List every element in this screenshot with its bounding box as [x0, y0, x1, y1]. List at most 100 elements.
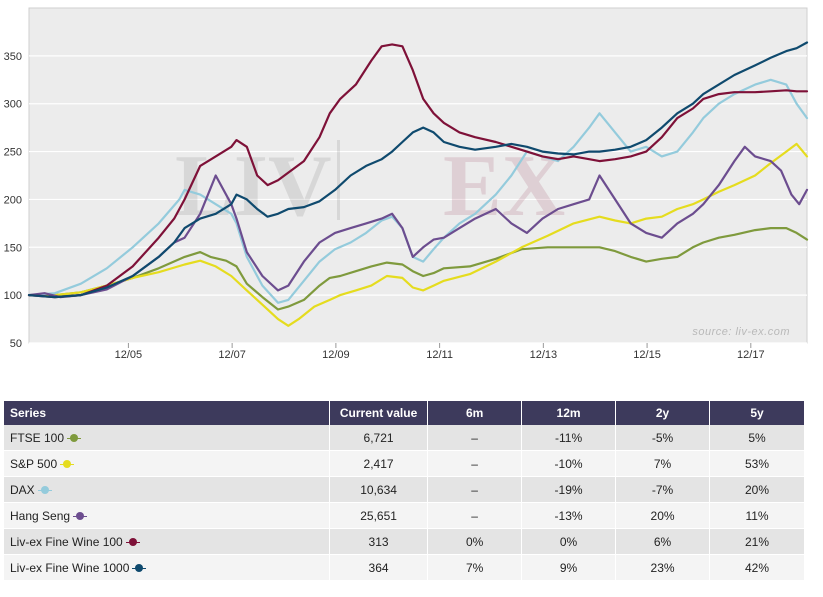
series-line-1 — [27, 142, 809, 327]
table-row: Liv-ex Fine Wine 1000 364 7% 9% 23% 42% — [4, 554, 805, 581]
cell-current: 25,651 — [329, 502, 429, 529]
cell-m6: – — [427, 425, 523, 451]
series-name: S&P 500 — [10, 456, 58, 471]
cell-current: 313 — [329, 528, 429, 555]
cell-m12: 0% — [521, 528, 617, 555]
cell-m6: – — [427, 476, 523, 503]
performance-table-container: Series Current value 6m 12m 2y 5y FTSE 1… — [4, 401, 805, 581]
legend-swatch-icon — [132, 563, 147, 573]
cell-value: 21% — [744, 534, 770, 549]
cell-value: 10,634 — [360, 482, 397, 497]
liv-ex-logo: LIV EX — [175, 138, 565, 235]
cell-m6: 7% — [427, 554, 523, 581]
cell-series: Liv-ex Fine Wine 1000 — [4, 554, 330, 581]
cell-m6: 0% — [427, 528, 523, 555]
cell-value: 6% — [653, 534, 672, 549]
performance-table: Series Current value 6m 12m 2y 5y FTSE 1… — [4, 401, 805, 581]
cell-value: 11% — [745, 508, 769, 523]
header-6m: 6m — [427, 401, 523, 425]
x-tick-label: 12/17 — [737, 349, 765, 361]
header-12m: 12m — [521, 401, 617, 425]
table-body: FTSE 100 6,721 – -11% -5% 5% S&P 500 2,417 – -10%… — [4, 425, 805, 581]
source-watermark: source: liv-ex.com — [692, 326, 790, 338]
header-current-value: Current value — [329, 401, 429, 425]
header-2y: 2y — [615, 401, 711, 425]
cell-y5: 5% — [709, 425, 805, 451]
series-line-3 — [27, 145, 809, 299]
cell-current: 10,634 — [329, 476, 429, 503]
table-row: Liv-ex Fine Wine 100 313 0% 0% 6% 21% — [4, 528, 805, 555]
cell-value: – — [471, 482, 478, 497]
x-tick-label: 12/07 — [218, 349, 246, 361]
cell-m6: – — [427, 450, 523, 477]
cell-series: Liv-ex Fine Wine 100 — [4, 528, 330, 555]
series-name: Liv-ex Fine Wine 1000 — [10, 560, 130, 575]
y-tick-label: 150 — [4, 242, 22, 254]
series-name: DAX — [10, 482, 35, 497]
cell-value: 25,651 — [360, 508, 397, 523]
series-line-0 — [27, 227, 809, 311]
table-row: S&P 500 2,417 – -10% 7% 53% — [4, 450, 805, 477]
cell-y5: 11% — [709, 502, 805, 529]
cell-m12: -11% — [521, 425, 617, 451]
cell-y5: 42% — [709, 554, 805, 581]
cell-value: -19% — [554, 482, 583, 497]
table-row: DAX 10,634 – -19% -7% 20% — [4, 476, 805, 503]
cell-value: -13% — [554, 508, 583, 523]
y-tick-label: 100 — [4, 290, 22, 302]
legend-swatch-icon — [60, 459, 75, 469]
cell-value: 0% — [465, 534, 484, 549]
x-tick-label: 12/05 — [115, 349, 143, 361]
cell-m12: 9% — [521, 554, 617, 581]
cell-m12: -13% — [521, 502, 617, 529]
cell-value: 23% — [650, 560, 675, 575]
cell-y5: 20% — [709, 476, 805, 503]
cell-m6: – — [427, 502, 523, 529]
table-header-row: Series Current value 6m 12m 2y 5y — [4, 401, 805, 425]
cell-value: -11% — [554, 430, 583, 445]
cell-y5: 53% — [709, 450, 805, 477]
header-series: Series — [4, 401, 330, 425]
cell-y2: -5% — [615, 425, 711, 451]
y-tick-label: 300 — [4, 99, 22, 111]
cell-current: 2,417 — [329, 450, 429, 477]
series-name: Hang Seng — [10, 508, 71, 523]
cell-series: FTSE 100 — [4, 425, 330, 451]
y-tick-label: 250 — [4, 147, 22, 159]
cell-series: S&P 500 — [4, 450, 330, 477]
logo-divider — [337, 140, 340, 220]
cell-value: 42% — [744, 560, 770, 575]
series-line-4 — [27, 43, 809, 299]
cell-value: 53% — [744, 456, 770, 471]
x-tick-label: 12/09 — [322, 349, 350, 361]
y-tick-label: 50 — [10, 338, 22, 350]
cell-y2: -7% — [615, 476, 711, 503]
cell-m12: -10% — [521, 450, 617, 477]
series-line-5 — [27, 41, 809, 299]
cell-current: 364 — [329, 554, 429, 581]
cell-value: -10% — [554, 456, 583, 471]
legend-swatch-icon — [67, 433, 82, 443]
x-axis: 12/05 12/07 12/09 12/11 12/13 12/15 12/17 — [115, 343, 765, 361]
chart-area: LIV EX 50 100 150 200 250 300 350 12/05 12/07 12… — [4, 7, 809, 361]
cell-value: 20% — [650, 508, 675, 523]
cell-value: – — [471, 430, 478, 445]
cell-current: 6,721 — [329, 425, 429, 451]
cell-y2: 6% — [615, 528, 711, 555]
legend-swatch-icon — [37, 485, 52, 495]
cell-m12: -19% — [521, 476, 617, 503]
x-tick-label: 12/13 — [530, 349, 558, 361]
cell-value: 7% — [653, 456, 672, 471]
cell-value: 364 — [368, 560, 389, 575]
cell-value: -7% — [651, 482, 674, 497]
cell-value: 5% — [748, 430, 766, 445]
x-tick-label: 12/15 — [633, 349, 661, 361]
y-axis: 50 100 150 200 250 300 350 — [4, 51, 22, 350]
cell-value: 9% — [559, 560, 578, 575]
legend-swatch-icon — [125, 537, 140, 547]
x-tick-label: 12/11 — [426, 349, 453, 361]
cell-value: 0% — [559, 534, 578, 549]
series-name: Liv-ex Fine Wine 100 — [10, 534, 123, 549]
series-name: FTSE 100 — [10, 430, 65, 445]
